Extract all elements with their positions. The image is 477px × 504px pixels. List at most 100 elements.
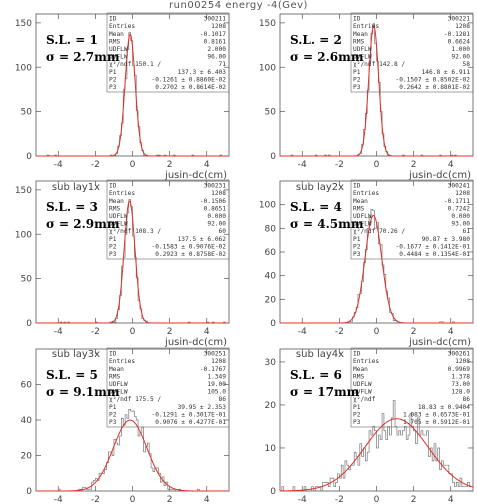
stats-key: χ²/ndf 175.5 / <box>109 396 161 403</box>
stats-value: 1208 <box>455 358 470 365</box>
y-tick-label: 20 <box>265 295 277 305</box>
stats-value: 86 <box>463 396 471 403</box>
stats-value: 105.0 <box>207 389 226 396</box>
stats-key: P1 <box>109 69 117 76</box>
histogram-panel: 0 20 40 60 -4 -2 0 2 4 ID 300251 Entries 1208 Mean -0.… <box>21 347 230 504</box>
panel-annotation: σ = 2.6mm <box>290 50 364 64</box>
x-tick-label: -2 <box>91 495 100 504</box>
stats-value: 1.705 ± 0.5912E-01 <box>403 419 470 426</box>
stats-key: RMS <box>109 373 120 380</box>
stats-key: Entries <box>353 358 379 365</box>
stats-value: 61 <box>463 228 471 235</box>
stats-value: 0.2642 ± 0.8801E-02 <box>399 84 470 91</box>
stats-value: 0.4484 ± 0.1354E-01 <box>399 251 470 258</box>
stats-key: UDFLW <box>353 213 372 220</box>
y-tick-label: 100 <box>15 230 32 240</box>
stats-value: -0.1711 <box>444 198 470 205</box>
panel-annotation: S.L. = 5 <box>46 368 98 382</box>
x-tick-label: -4 <box>298 327 307 337</box>
stats-value: 300251 <box>204 351 227 358</box>
stats-value: 92.00 <box>451 54 470 61</box>
stats-value: -0.1767 <box>200 366 226 373</box>
stats-box <box>350 347 474 428</box>
fit-curve <box>280 214 473 324</box>
stats-value: 1208 <box>455 190 470 197</box>
x-tick-label: 0 <box>130 327 136 337</box>
stats-key: P3 <box>109 84 117 91</box>
stats-value: 93.00 <box>451 221 470 228</box>
stats-value: -0.1506 <box>200 198 226 205</box>
x-tick-label: 0 <box>374 495 380 504</box>
x-axis-title: jusin-dc(cm) <box>408 337 471 348</box>
stats-value: 137.3 ± 6.403 <box>178 69 227 76</box>
stats-key: χ²/ndf 70.26 / <box>353 228 405 235</box>
stats-value: 0.2923 ± 0.8758E-02 <box>155 251 226 258</box>
panel-annotation: S.L. = 4 <box>290 200 342 214</box>
stats-value: -0.1291 ± 0.3017E-01 <box>151 411 226 418</box>
x-tick-label: 4 <box>448 495 454 504</box>
panel-annotation: σ = 9.1mm <box>46 385 120 399</box>
fit-curve <box>36 200 229 324</box>
panel-label: sub lay3x <box>52 349 100 360</box>
x-tick-label: 2 <box>167 160 173 170</box>
stats-key: Mean <box>109 366 124 373</box>
stats-value: 71 <box>219 61 227 68</box>
stats-key: P1 <box>353 404 361 411</box>
stats-key: P3 <box>353 419 361 426</box>
y-tick-label: 0 <box>26 487 32 497</box>
x-tick-label: 4 <box>448 327 454 337</box>
stats-key: OVFLW <box>109 54 128 61</box>
x-tick-label: 2 <box>167 495 173 504</box>
x-tick-label: -2 <box>91 327 100 337</box>
x-axis-title: jusin-dc(cm) <box>164 170 227 181</box>
stats-key: RMS <box>353 373 364 380</box>
stats-value: 1208 <box>211 23 226 30</box>
stats-key: P2 <box>109 76 117 83</box>
panel-annotation: σ = 2.9mm <box>46 217 120 231</box>
y-tick-label: 50 <box>21 108 33 118</box>
fit-curve <box>280 25 473 157</box>
stats-key: ID <box>353 351 361 358</box>
y-tick-label: 60 <box>21 381 33 391</box>
stats-key: ID <box>109 183 117 190</box>
x-tick-label: 0 <box>130 495 136 504</box>
stats-value: 92.00 <box>207 221 226 228</box>
stats-value: -0.1583 ± 0.9076E-02 <box>151 243 226 250</box>
stats-key: Entries <box>353 190 379 197</box>
stats-key: Entries <box>109 190 135 197</box>
stats-key: Entries <box>109 358 135 365</box>
stats-key: UDFLW <box>353 381 372 388</box>
stats-key: Mean <box>353 31 368 38</box>
stats-key: P2 <box>109 243 117 250</box>
stats-key: P3 <box>353 84 361 91</box>
stats-value: 1.349 <box>207 373 226 380</box>
stats-value: 128.0 <box>451 389 470 396</box>
stats-key: P2 <box>353 76 361 83</box>
stats-value: 96.00 <box>207 54 226 61</box>
stats-value: -0.1507 ± 0.8502E-02 <box>395 76 470 83</box>
stats-value: 1208 <box>211 358 226 365</box>
x-tick-label: 0 <box>374 327 380 337</box>
stats-key: P2 <box>109 411 117 418</box>
x-tick-label: 2 <box>167 327 173 337</box>
fit-curve <box>36 33 229 157</box>
y-tick-label: 0 <box>270 319 276 329</box>
stats-box <box>106 347 230 428</box>
x-tick-label: 2 <box>411 495 417 504</box>
stats-key: RMS <box>353 205 364 212</box>
stats-key: RMS <box>353 38 364 45</box>
y-tick-label: 0 <box>26 319 32 329</box>
stats-key: OVFLW <box>353 221 372 228</box>
panel-annotation: σ = 4.5mm <box>290 217 364 231</box>
x-axis-title: jusin-dc(cm) <box>164 337 227 348</box>
stats-key: Entries <box>353 23 379 30</box>
histogram-panel: 0 10 20 30 -4 -2 0 2 4 ID 300261 Entries 1208 Mean 0.9… <box>265 347 474 504</box>
stats-box <box>106 12 230 93</box>
stats-value: 58 <box>463 61 471 68</box>
panel-annotation: S.L. = 2 <box>290 33 342 47</box>
stats-value: 146.8 ± 6.911 <box>422 69 471 76</box>
y-tick-label: 50 <box>265 108 277 118</box>
stats-key: Mean <box>353 198 368 205</box>
stats-key: UDFLW <box>109 46 128 53</box>
panel-annotation: S.L. = 3 <box>46 200 98 214</box>
